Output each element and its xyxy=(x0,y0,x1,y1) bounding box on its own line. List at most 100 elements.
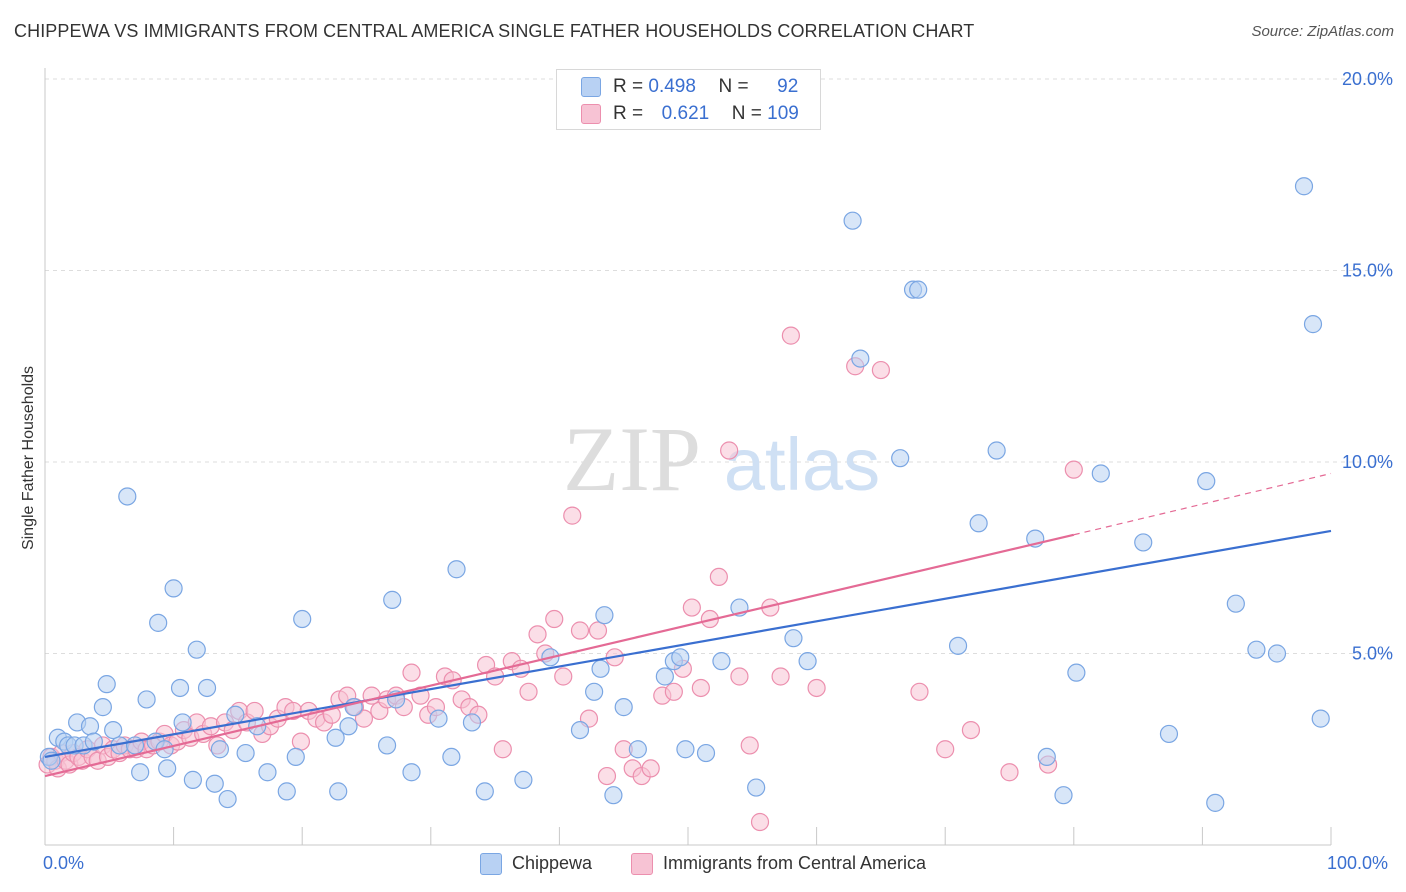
point-chippewa xyxy=(93,698,112,717)
legend-swatch-immigrants xyxy=(581,104,601,124)
point-chippewa xyxy=(1294,177,1314,196)
legend-stats-chippewa: R = 0.498 N = 92 xyxy=(613,76,798,98)
point-immigrants xyxy=(682,598,701,617)
point-chippewa xyxy=(197,678,217,698)
point-chippewa xyxy=(104,720,123,740)
point-chippewa xyxy=(462,713,482,732)
grid-lines xyxy=(45,78,1391,654)
point-chippewa xyxy=(604,786,623,805)
chart-title: CHIPPEWA VS IMMIGRANTS FROM CENTRAL AMER… xyxy=(14,21,975,41)
point-chippewa xyxy=(851,349,870,368)
point-chippewa xyxy=(1054,786,1073,805)
correlation-legend: R = 0.498 N = 92 R = 0.621 N = 109 xyxy=(556,69,821,130)
point-chippewa xyxy=(377,736,397,755)
point-chippewa xyxy=(628,740,647,759)
watermark-atlas: atlas xyxy=(724,423,880,506)
trend-line-chippewa xyxy=(44,529,1332,758)
x-axis-ticks xyxy=(44,827,1332,845)
trend-line-immigrants xyxy=(44,533,1075,778)
point-chippewa xyxy=(158,759,177,778)
y-tick-label: 20.0% xyxy=(1342,69,1393,89)
point-chippewa xyxy=(948,636,968,655)
point-chippewa xyxy=(747,778,766,797)
point-immigrants xyxy=(910,682,929,701)
point-chippewa xyxy=(80,717,100,736)
point-chippewa xyxy=(1247,640,1266,659)
watermark-zip: ZIP xyxy=(563,408,701,510)
point-chippewa xyxy=(97,675,116,694)
point-chippewa xyxy=(1311,709,1330,728)
point-chippewa xyxy=(784,629,803,648)
point-chippewa xyxy=(676,740,695,759)
point-chippewa xyxy=(585,682,604,701)
point-chippewa xyxy=(1134,533,1153,552)
point-chippewa xyxy=(183,770,202,789)
point-chippewa xyxy=(712,652,731,671)
legend-swatch-chippewa xyxy=(581,77,601,97)
point-immigrants xyxy=(936,740,955,759)
point-immigrants xyxy=(528,625,547,644)
point-chippewa xyxy=(286,747,305,767)
n-value: 109 xyxy=(767,103,799,124)
point-immigrants xyxy=(588,621,608,640)
point-immigrants xyxy=(664,682,683,701)
trend-lines xyxy=(44,472,1332,778)
point-chippewa xyxy=(595,606,614,625)
legend-swatch-chippewa xyxy=(480,853,502,875)
point-immigrants xyxy=(291,732,311,751)
point-chippewa xyxy=(149,613,168,632)
point-immigrants xyxy=(961,720,981,740)
point-chippewa xyxy=(969,514,988,533)
point-chippewa xyxy=(1206,793,1225,812)
point-chippewa xyxy=(1226,594,1245,613)
x-tick-label-min: 0.0% xyxy=(43,853,85,873)
point-chippewa xyxy=(798,652,817,671)
point-chippewa xyxy=(218,789,237,809)
point-chippewa xyxy=(137,690,156,709)
y-axis-tick-labels: 5.0% 10.0% 15.0% 20.0% xyxy=(1342,69,1393,664)
point-immigrants xyxy=(402,663,421,682)
point-chippewa xyxy=(1197,472,1216,491)
legend-stats-immigrants: R = 0.621 N = 109 xyxy=(613,103,799,125)
point-chippewa xyxy=(339,717,358,736)
n-label: N = xyxy=(731,103,762,124)
point-immigrants xyxy=(730,667,749,686)
point-immigrants xyxy=(781,326,800,345)
legend-swatch-immigrants xyxy=(631,853,653,875)
point-chippewa xyxy=(226,705,245,724)
point-chippewa xyxy=(118,487,137,506)
y-tick-label: 15.0% xyxy=(1342,261,1393,281)
point-chippewa xyxy=(164,579,183,598)
point-chippewa xyxy=(258,763,277,782)
point-chippewa xyxy=(591,659,610,678)
point-immigrants xyxy=(720,441,739,460)
point-chippewa xyxy=(442,747,461,767)
r-label: R = xyxy=(613,103,644,124)
point-chippewa xyxy=(84,732,103,751)
point-chippewa xyxy=(1267,644,1287,663)
r-value: 0.498 xyxy=(648,76,696,97)
point-immigrants xyxy=(709,567,728,587)
point-immigrants xyxy=(493,740,512,759)
point-immigrants xyxy=(771,667,790,686)
point-chippewa xyxy=(1091,464,1110,483)
point-chippewa xyxy=(843,211,862,230)
point-immigrants xyxy=(519,682,538,701)
point-chippewa xyxy=(514,770,533,789)
point-chippewa xyxy=(210,740,229,759)
point-chippewa xyxy=(909,280,928,299)
series-immigrants-points xyxy=(38,326,1083,832)
point-immigrants xyxy=(807,678,826,698)
point-immigrants xyxy=(245,701,264,721)
point-chippewa xyxy=(891,449,910,468)
point-immigrants xyxy=(563,506,582,525)
point-chippewa xyxy=(1067,663,1086,682)
r-value: 0.621 xyxy=(661,103,710,124)
point-immigrants xyxy=(354,709,374,728)
point-chippewa xyxy=(1303,315,1323,334)
legend-label-chippewa: Chippewa xyxy=(512,853,593,873)
point-chippewa xyxy=(131,763,150,782)
point-chippewa xyxy=(326,728,345,747)
point-chippewa xyxy=(671,648,690,667)
